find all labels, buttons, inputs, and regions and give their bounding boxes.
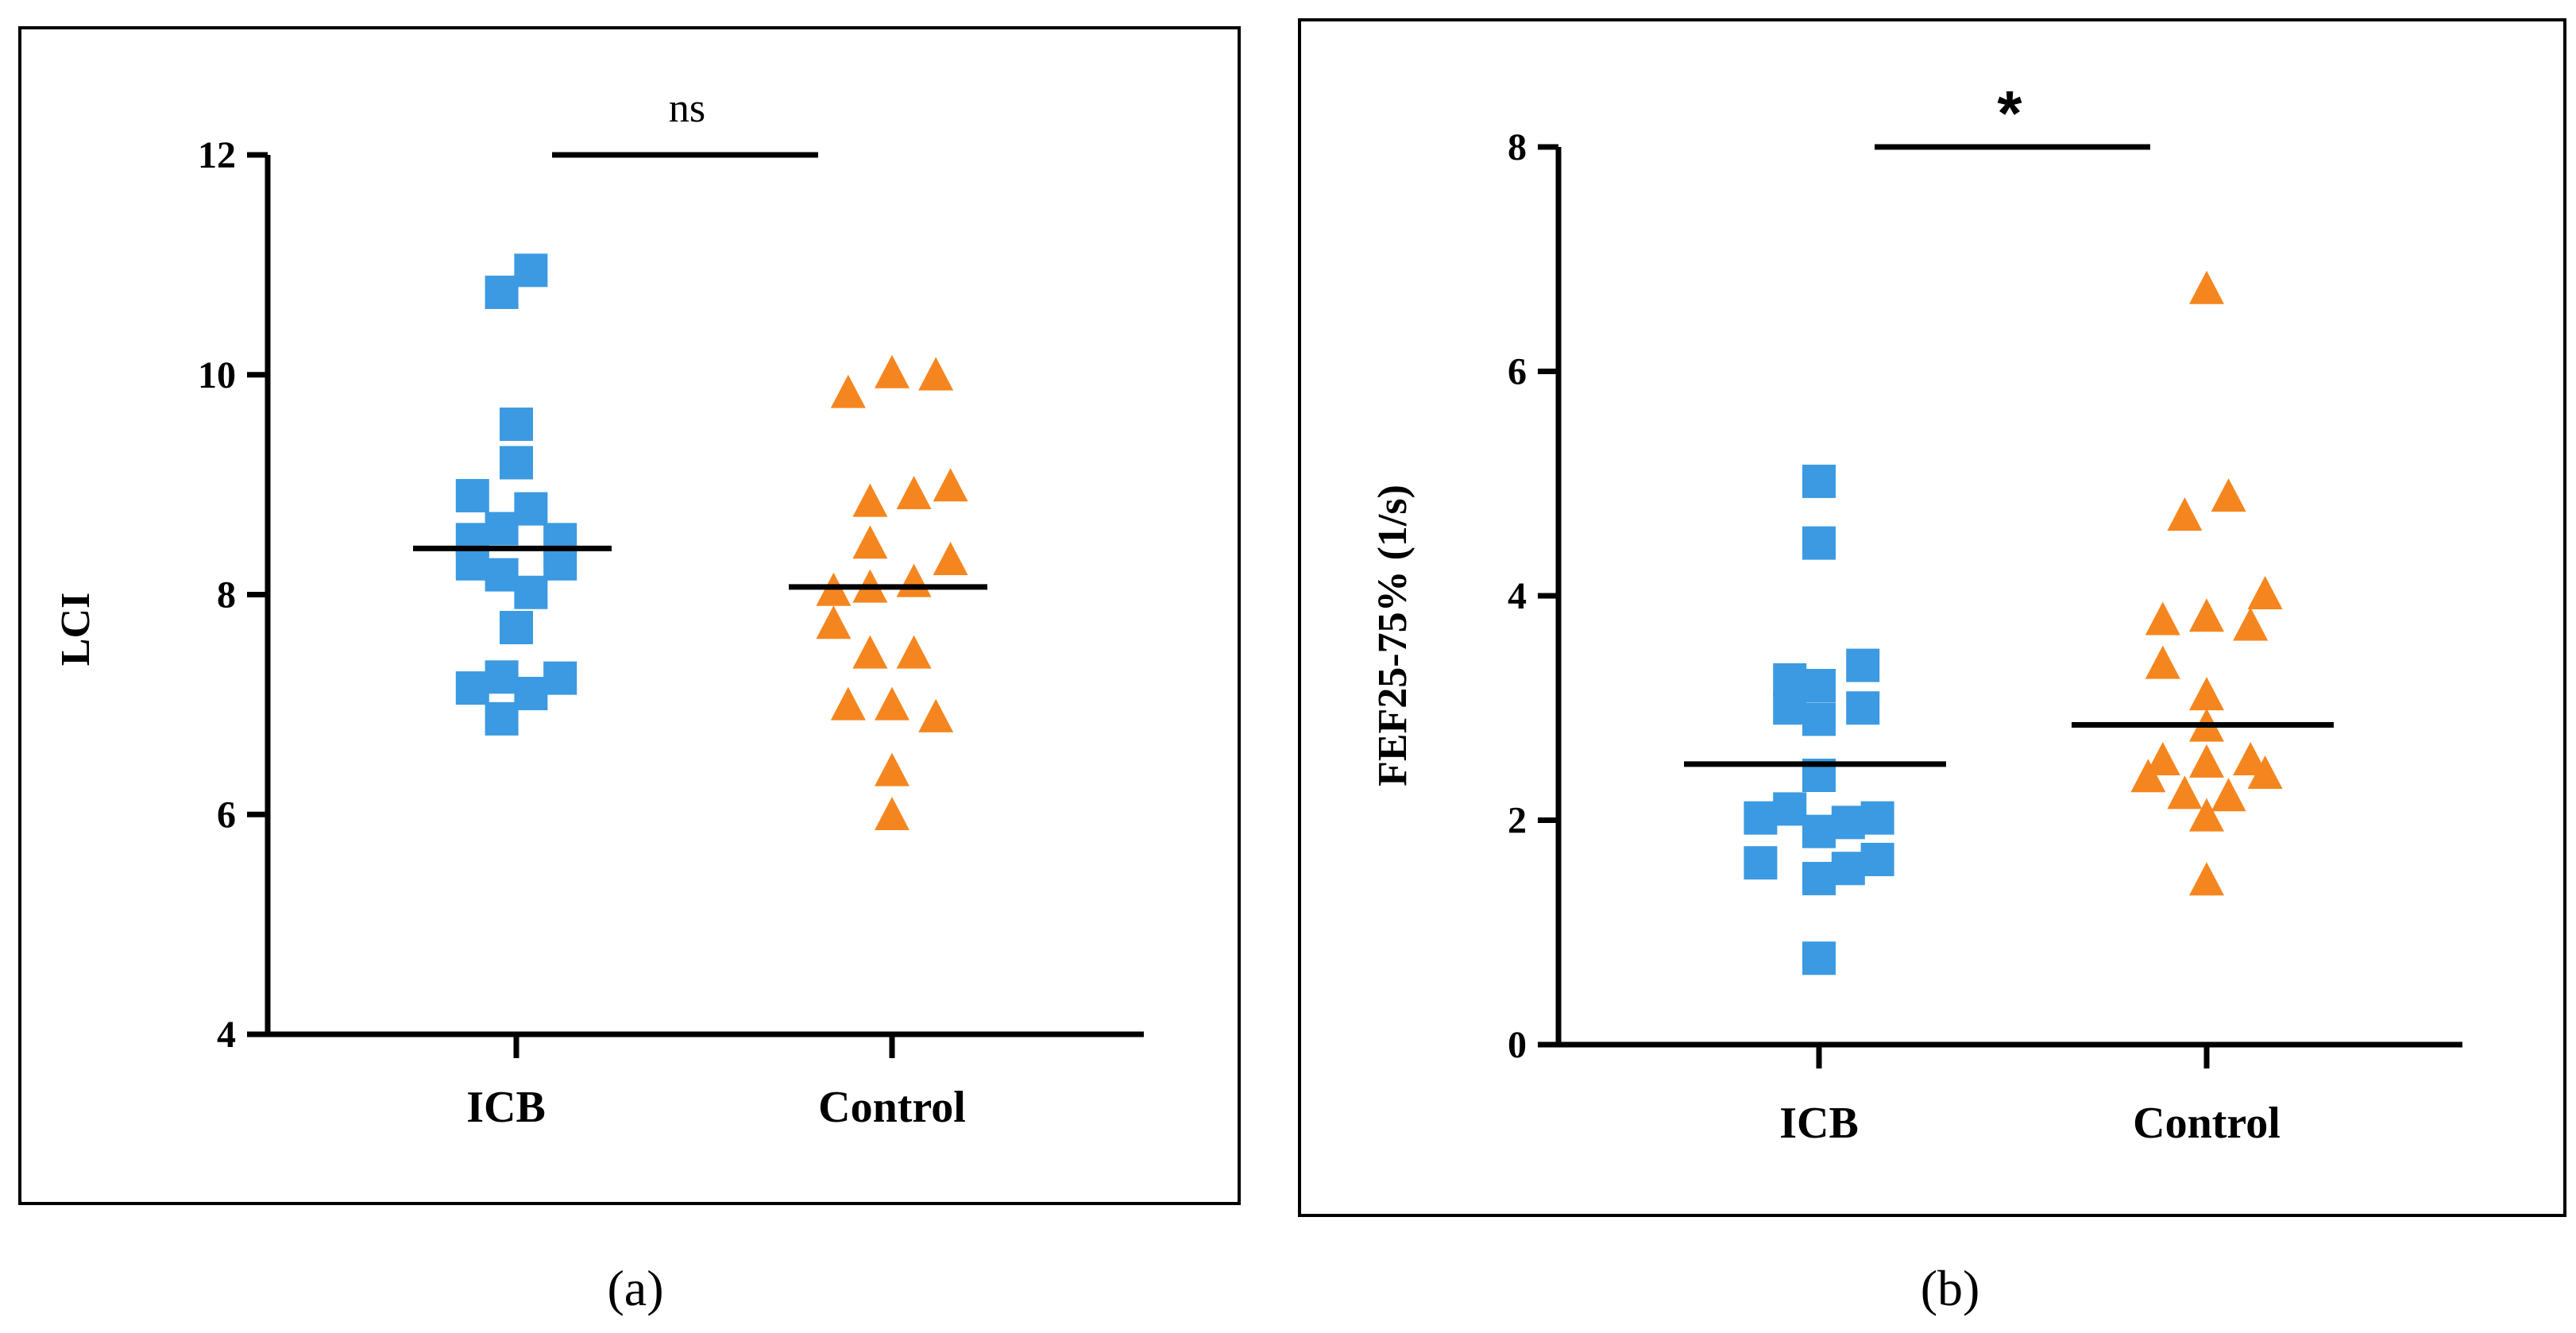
- panel-b-frame: [1298, 18, 2566, 1217]
- panel-a-point-control: [896, 475, 932, 509]
- panel-a-ylabel: LCI: [53, 593, 98, 666]
- panel-b-point-icb: [1831, 852, 1865, 886]
- panel-a-point-icb: [455, 671, 489, 705]
- panel-b-point-control: [2189, 862, 2224, 896]
- panel-a-point-icb: [514, 492, 548, 526]
- panel-b-point-control: [2189, 677, 2224, 711]
- panel-a-xtick-icb: ICB: [466, 1083, 546, 1132]
- panel-b-point-control: [2145, 601, 2180, 636]
- panel-b-point-icb: [1846, 691, 1880, 725]
- panel-a-point-icb: [485, 512, 519, 546]
- panel-a-point-icb: [514, 677, 548, 711]
- panel-b-point-icb: [1802, 702, 1836, 736]
- panel-b-point-icb: [1773, 663, 1807, 697]
- panel-a-point-control: [896, 635, 932, 669]
- panel-a-point-icb: [514, 253, 548, 288]
- panel-b-label: (b): [1921, 1260, 1980, 1316]
- panel-a-point-icb: [485, 275, 519, 309]
- panel-a-point-control: [918, 698, 954, 732]
- panel-b-point-icb: [1773, 792, 1807, 826]
- panel-b-point-icb: [1744, 801, 1778, 835]
- panel-b-ytick-label: 8: [1508, 126, 1527, 168]
- panel-a-xtick-control: Control: [818, 1083, 966, 1132]
- panel-a-point-control: [933, 468, 968, 502]
- panel-b-point-icb: [1802, 941, 1836, 976]
- panel-b-point-icb: [1802, 464, 1836, 498]
- panel-a-point-icb: [485, 660, 519, 694]
- panel-b-point-control: [2247, 755, 2283, 789]
- panel-a-point-icb: [500, 611, 533, 645]
- panel-b-point-icb: [1773, 691, 1807, 725]
- panel-a-ytick-label: 6: [217, 794, 236, 836]
- panel-a-point-control: [852, 525, 888, 559]
- panel-a-frame: [18, 26, 1241, 1205]
- panel-b-point-icb: [1802, 669, 1836, 702]
- panel-a-point-icb: [500, 446, 533, 480]
- panel-a-point-control: [830, 374, 866, 408]
- panel-a-point-icb: [500, 408, 533, 442]
- panel-a-point-control: [852, 635, 888, 669]
- panel-b-point-control: [2189, 270, 2224, 304]
- panel-b-ytick-label: 6: [1508, 351, 1527, 393]
- panel-a-point-icb: [543, 547, 577, 581]
- panel-a-point-icb: [543, 661, 577, 695]
- panel-b-ytick-label: 2: [1508, 800, 1527, 842]
- panel-b-point-icb: [1846, 648, 1880, 682]
- panel-a-plot: LCI ns ICB Control 4 6 8 10 12: [53, 86, 1144, 1132]
- panel-a-ytick-label: 12: [198, 134, 236, 176]
- panel-a-point-icb: [455, 547, 489, 581]
- panel-b-point-icb: [1860, 842, 1894, 876]
- panel-b-point-icb: [1831, 806, 1865, 840]
- panel-a-significance: ns: [669, 86, 705, 131]
- panel-b-point-icb: [1802, 861, 1836, 895]
- panel-a-point-icb: [485, 701, 519, 736]
- panel-b-point-icb: [1802, 814, 1836, 848]
- panel-b-point-control: [2211, 478, 2246, 512]
- panel-b-point-control: [2189, 598, 2224, 632]
- panel-b-point-control: [2167, 497, 2203, 531]
- panel-a-point-control: [896, 563, 932, 597]
- panel-b-ytick-label: 0: [1508, 1024, 1527, 1066]
- panel-b-point-control: [2247, 576, 2283, 609]
- panel-b-significance: *: [1997, 78, 2022, 149]
- panel-b-xtick-icb: ICB: [1779, 1099, 1859, 1148]
- panel-b-point-control: [2189, 744, 2224, 778]
- panel-a-point-icb: [485, 558, 519, 592]
- panel-a-point-control: [875, 752, 910, 786]
- panel-a-label: (a): [607, 1260, 663, 1316]
- panel-a-point-control: [852, 483, 888, 517]
- panel-a-point-control: [933, 541, 968, 575]
- panel-b-point-control: [2233, 607, 2269, 641]
- panel-a-point-control: [875, 797, 910, 831]
- panel-b-xtick-control: Control: [2133, 1099, 2281, 1148]
- panel-a-point-control: [830, 686, 866, 721]
- panel-b-point-control: [2145, 645, 2180, 679]
- panel-a-point-control: [918, 357, 954, 391]
- panel-b-ytick-label: 4: [1508, 575, 1527, 617]
- panel-b-point-control: [2189, 798, 2224, 832]
- panel-b-point-icb: [1744, 846, 1778, 880]
- panel-b-point-control: [2130, 759, 2166, 793]
- panel-a-point-control: [816, 605, 852, 639]
- panel-b-point-icb: [1860, 801, 1894, 835]
- panel-b-point-icb: [1802, 526, 1836, 560]
- panel-b-plot: FEF25-75% (1/s) * ICB Control 0 2 4 6 8: [1370, 78, 2462, 1148]
- panel-b-ylabel: FEF25-75% (1/s): [1370, 485, 1415, 786]
- panel-a-point-control: [875, 354, 910, 388]
- panel-a-point-control: [875, 686, 910, 721]
- panel-a-ytick-label: 8: [217, 574, 236, 616]
- panel-b-point-control: [2211, 778, 2246, 812]
- panel-a-ytick-label: 10: [198, 354, 236, 396]
- panel-a-point-icb: [514, 575, 548, 609]
- panel-b-point-control: [2145, 742, 2180, 776]
- panel-a-point-icb: [455, 478, 489, 512]
- panel-b-point-control: [2167, 775, 2203, 809]
- panel-a-ytick-label: 4: [217, 1014, 236, 1056]
